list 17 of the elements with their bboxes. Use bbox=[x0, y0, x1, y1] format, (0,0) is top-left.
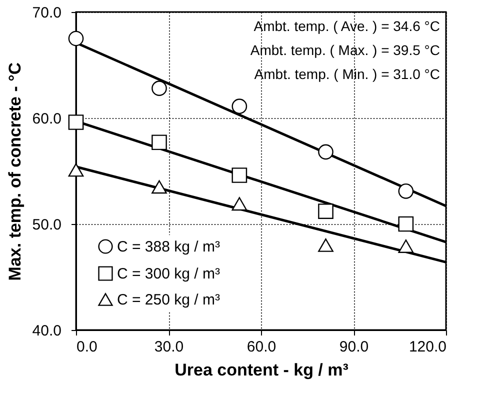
y-tick-label: 60.0 bbox=[32, 110, 62, 128]
x-axis-title: Urea content - kg / m³ bbox=[174, 360, 349, 380]
annotation: Ambt. temp. ( Max. ) = 39.5 °C bbox=[250, 42, 440, 58]
x-tick-label: 90.0 bbox=[339, 338, 369, 356]
y-axis-title: Max. temp. of concrete - °C bbox=[5, 62, 24, 281]
x-tick-label: 120.0 bbox=[408, 338, 446, 356]
x-tick-label: 0.0 bbox=[76, 338, 98, 356]
x-tick-label: 30.0 bbox=[154, 338, 184, 356]
legend-label: C = 388 kg / m³ bbox=[117, 238, 220, 256]
x-tick-label: 60.0 bbox=[246, 338, 276, 356]
y-tick-label: 40.0 bbox=[32, 322, 62, 340]
legend-label: C = 300 kg / m³ bbox=[117, 266, 220, 282]
y-tick-label: 50.0 bbox=[32, 216, 62, 234]
annotation: Ambt. temp. ( Ave. ) = 34.6 °C bbox=[254, 18, 440, 34]
annotation: Ambt. temp. ( Min. ) = 31.0 °C bbox=[254, 66, 440, 82]
legend-label: C = 250 kg / m³ bbox=[117, 292, 220, 308]
y-tick-label: 70.0 bbox=[32, 4, 62, 22]
